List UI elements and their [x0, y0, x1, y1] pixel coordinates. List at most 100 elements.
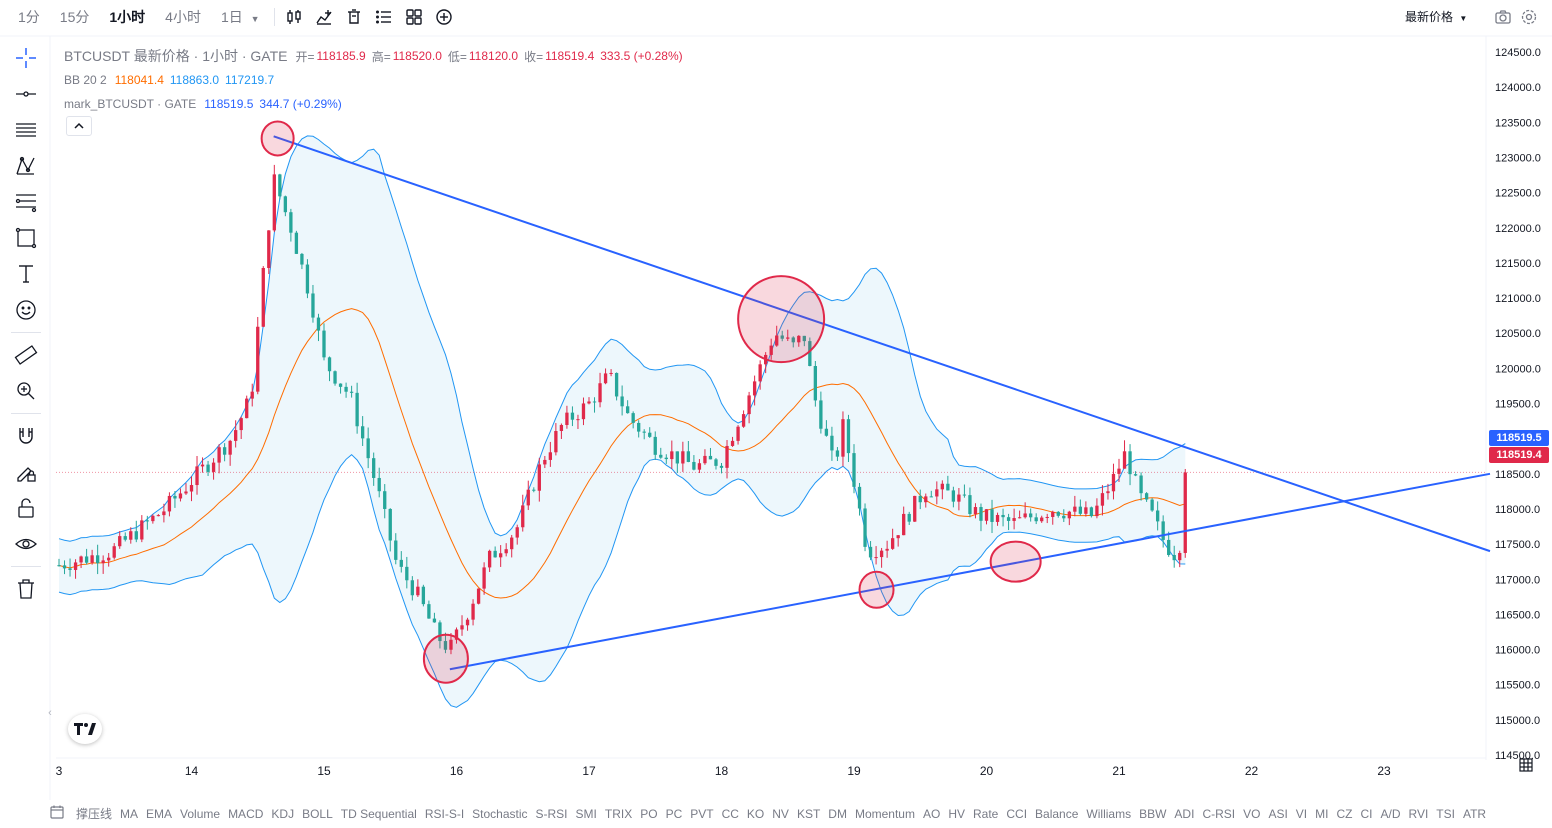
ruler-tool[interactable]	[8, 337, 44, 373]
price-chart[interactable]: 124500.0 124000.0 123500.0 123000.0 122500.0…	[0, 0, 1552, 800]
indicator-item[interactable]: KDJ	[271, 806, 295, 821]
calendar-button[interactable]	[50, 805, 64, 822]
indicator-item[interactable]: VI	[1295, 806, 1308, 821]
scroll-left-button[interactable]: ‹	[44, 702, 56, 724]
indicator-item[interactable]: TRIX	[604, 806, 633, 821]
indicator-item[interactable]: SMI	[575, 806, 597, 821]
indicator-item[interactable]: ADI	[1174, 806, 1195, 821]
indicator-item[interactable]: TD Sequential	[340, 806, 417, 821]
indicator-item[interactable]: MA	[120, 806, 139, 821]
indicator-item[interactable]: ATR	[1462, 806, 1487, 821]
timeframe-1d-button[interactable]: 1日 ▼	[211, 2, 270, 32]
indicator-item[interactable]: EMA	[146, 806, 173, 821]
indicator-item[interactable]: Williams	[1086, 806, 1132, 821]
highlight-circle[interactable]	[260, 120, 295, 157]
candle-body	[206, 464, 210, 472]
settings-button[interactable]	[1514, 2, 1544, 32]
candle-body	[421, 586, 426, 605]
indicator-item[interactable]: AO	[922, 806, 941, 821]
indicator-item[interactable]: DM	[828, 806, 847, 821]
indicator-item[interactable]: ASI	[1268, 806, 1288, 821]
indicator-item[interactable]: CC	[721, 806, 739, 821]
tradingview-logo-icon	[74, 723, 96, 735]
candle-body	[267, 230, 271, 268]
indicator-item[interactable]: RVI	[1408, 806, 1429, 821]
indicator-item[interactable]: CI	[1360, 806, 1373, 821]
highlight-circle[interactable]	[858, 570, 895, 609]
emoji-tool[interactable]	[8, 292, 44, 328]
indicator-item[interactable]: KO	[746, 806, 765, 821]
tradingview-logo[interactable]	[68, 714, 102, 744]
lock-tool[interactable]	[8, 490, 44, 526]
indicator-item[interactable]: NV	[772, 806, 789, 821]
timeframe-15m-button[interactable]: 15分	[59, 9, 90, 25]
price-tick-label: 118500.0	[1495, 469, 1540, 481]
rectangle-tool[interactable]	[8, 220, 44, 256]
price-type-dropdown[interactable]: 最新价格 ▼	[1405, 0, 1467, 34]
indicator-item[interactable]: C-RSI	[1202, 806, 1236, 821]
object-list-button[interactable]	[369, 2, 399, 32]
highlight-circle[interactable]	[422, 633, 469, 684]
indicator-item[interactable]: BBW	[1139, 806, 1167, 821]
axis-settings-button[interactable]	[1506, 754, 1546, 776]
indicator-item[interactable]: Rate	[973, 806, 999, 821]
text-tool[interactable]	[8, 256, 44, 292]
indicator-item[interactable]: RSI-S-I	[424, 806, 465, 821]
indicator-item[interactable]: PC	[665, 806, 683, 821]
indicator-item[interactable]: Volume	[180, 806, 221, 821]
lock-drawing-tool[interactable]	[8, 454, 44, 490]
indicator-item[interactable]: CCI	[1006, 806, 1028, 821]
indicator-item[interactable]: MI	[1315, 806, 1329, 821]
candle-body	[1161, 521, 1165, 540]
visibility-tool[interactable]	[8, 526, 44, 562]
trendline-lower[interactable]	[449, 472, 1491, 671]
symbol-title[interactable]: BTCUSDT 最新价格 · 1小时 · GATE	[64, 48, 288, 64]
indicator-item[interactable]: MACD	[228, 806, 264, 821]
zoom-tool[interactable]	[8, 373, 44, 409]
indicator-item[interactable]: HV	[948, 806, 965, 821]
bb-label[interactable]: BB 20 2	[64, 73, 107, 87]
indicator-item[interactable]: A/D	[1380, 806, 1401, 821]
parallel-lines-tool[interactable]	[8, 112, 44, 148]
crosshair-tool[interactable]	[8, 40, 44, 76]
indicators-button[interactable]	[309, 2, 339, 32]
indicator-item[interactable]: PO	[640, 806, 658, 821]
trendline-upper[interactable]	[273, 135, 1491, 553]
highlight-circle[interactable]	[989, 540, 1042, 583]
legend-collapse-button[interactable]	[66, 116, 92, 136]
indicator-item[interactable]: S-RSI	[535, 806, 568, 821]
pattern-tool[interactable]	[8, 148, 44, 184]
remove-drawings-tool[interactable]	[8, 571, 44, 607]
layout-button[interactable]	[399, 2, 429, 32]
delete-button[interactable]	[339, 2, 369, 32]
fib-tool[interactable]	[8, 184, 44, 220]
mark-label[interactable]: mark_BTCUSDT · GATE	[64, 97, 197, 111]
indicator-item[interactable]: VO	[1243, 806, 1261, 821]
candle-body	[261, 267, 265, 327]
candle-style-button[interactable]	[279, 2, 309, 32]
indicator-item[interactable]: Balance	[1035, 806, 1079, 821]
price-tick-label: 120500.0	[1495, 328, 1541, 340]
magnet-tool[interactable]	[8, 418, 44, 454]
indicator-item[interactable]: Momentum	[854, 806, 915, 821]
candle-body	[692, 461, 696, 470]
calendar-icon	[50, 805, 64, 819]
indicator-item[interactable]: Stochastic	[472, 806, 528, 821]
highlight-circle[interactable]	[737, 275, 826, 364]
candle-body	[935, 489, 939, 497]
indicator-item[interactable]: BOLL	[302, 806, 333, 821]
timeframe-1h-button[interactable]: 1小时	[109, 9, 146, 25]
indicator-item[interactable]: PVT	[690, 806, 714, 821]
indicator-item[interactable]: 撑压线	[76, 806, 113, 821]
horizontal-line-tool[interactable]	[8, 76, 44, 112]
indicator-item[interactable]: TSI	[1436, 806, 1455, 821]
timeframe-4h-button[interactable]: 4小时	[165, 9, 201, 25]
legend-symbol-row: BTCUSDT 最新价格 · 1小时 · GATE 开= 118185.9 高= 1…	[64, 44, 689, 68]
screenshot-button[interactable]	[1488, 2, 1518, 32]
close-value: 118519.4	[545, 49, 595, 63]
indicator-item[interactable]: CZ	[1336, 806, 1353, 821]
timeframe-1m-button[interactable]: 1分	[18, 9, 40, 25]
lock-icon	[18, 498, 34, 518]
add-button[interactable]	[429, 2, 459, 32]
indicator-item[interactable]: KST	[796, 806, 821, 821]
